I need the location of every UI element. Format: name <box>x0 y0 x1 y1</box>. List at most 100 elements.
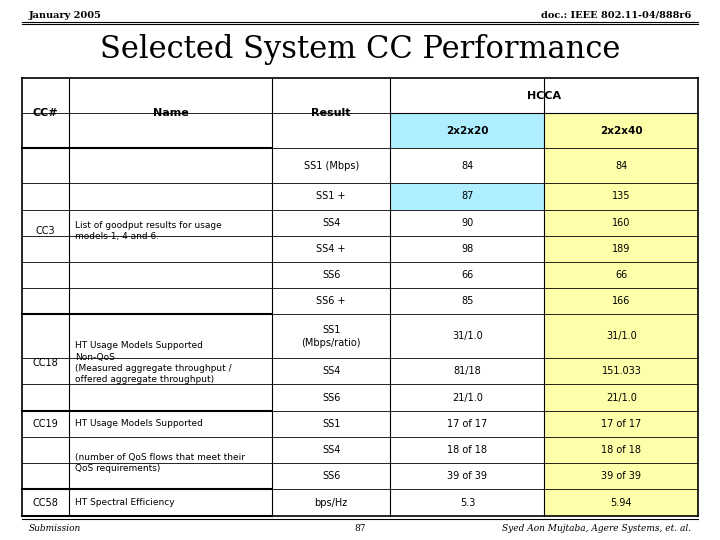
Bar <box>272 148 390 183</box>
Text: CC58: CC58 <box>32 497 58 508</box>
Bar <box>390 411 544 437</box>
Bar <box>272 463 390 489</box>
Bar <box>390 384 544 411</box>
Bar <box>272 489 390 516</box>
Text: 66: 66 <box>616 270 628 280</box>
Bar <box>390 236 544 262</box>
Text: 21/1.0: 21/1.0 <box>606 393 637 403</box>
Text: 166: 166 <box>612 296 631 306</box>
Bar <box>272 411 390 437</box>
Text: SS1 +: SS1 + <box>317 191 346 201</box>
Text: SS6: SS6 <box>322 393 341 403</box>
Text: 31/1.0: 31/1.0 <box>452 332 483 341</box>
Bar <box>272 183 390 210</box>
Bar <box>390 113 544 148</box>
Text: HCCA: HCCA <box>527 91 562 101</box>
Bar <box>272 384 390 411</box>
Text: HT Usage Models Supported: HT Usage Models Supported <box>75 420 202 428</box>
Text: 17 of 17: 17 of 17 <box>447 419 487 429</box>
Bar <box>22 314 69 411</box>
Text: (number of QoS flows that meet their
QoS requirements): (number of QoS flows that meet their QoS… <box>75 453 245 473</box>
Text: Name: Name <box>153 109 189 118</box>
Bar <box>544 489 698 516</box>
Text: SS4 +: SS4 + <box>317 244 346 254</box>
Text: SS6 +: SS6 + <box>317 296 346 306</box>
Text: 81/18: 81/18 <box>454 366 481 376</box>
Text: 87: 87 <box>462 191 474 201</box>
Text: Selected System CC Performance: Selected System CC Performance <box>100 34 620 65</box>
Text: 2x2x40: 2x2x40 <box>600 126 643 136</box>
Bar <box>390 183 544 210</box>
Bar <box>69 148 272 314</box>
Text: Syed Aon Mujtaba, Agere Systems, et. al.: Syed Aon Mujtaba, Agere Systems, et. al. <box>502 524 691 532</box>
Bar <box>272 437 390 463</box>
Bar <box>69 411 272 437</box>
Text: HT Spectral Efficiency: HT Spectral Efficiency <box>75 498 174 507</box>
Text: Submission: Submission <box>29 524 81 532</box>
Bar <box>272 210 390 236</box>
Text: 135: 135 <box>612 191 631 201</box>
Bar <box>22 411 69 437</box>
Text: SS4: SS4 <box>322 366 341 376</box>
Bar <box>390 437 544 463</box>
Bar <box>22 78 698 148</box>
Text: Result: Result <box>312 109 351 118</box>
Text: 66: 66 <box>462 270 474 280</box>
Text: 39 of 39: 39 of 39 <box>447 471 487 481</box>
Bar <box>544 437 698 463</box>
Text: SS1 (Mbps): SS1 (Mbps) <box>304 161 359 171</box>
Text: 84: 84 <box>616 161 628 171</box>
Bar <box>544 411 698 437</box>
Bar <box>272 262 390 288</box>
Bar <box>544 358 698 384</box>
Text: 189: 189 <box>612 244 631 254</box>
Text: bps/Hz: bps/Hz <box>315 497 348 508</box>
Text: SS4: SS4 <box>322 445 341 455</box>
Text: CC#: CC# <box>32 109 58 118</box>
Bar <box>544 463 698 489</box>
Text: 18 of 18: 18 of 18 <box>601 445 642 455</box>
Text: 151.033: 151.033 <box>601 366 642 376</box>
Bar <box>390 463 544 489</box>
Text: 17 of 17: 17 of 17 <box>601 419 642 429</box>
Text: 21/1.0: 21/1.0 <box>452 393 483 403</box>
Text: CC3: CC3 <box>35 226 55 237</box>
Bar <box>272 358 390 384</box>
Text: 31/1.0: 31/1.0 <box>606 332 636 341</box>
Text: 2x2x20: 2x2x20 <box>446 126 489 136</box>
Bar <box>544 236 698 262</box>
Bar <box>272 236 390 262</box>
Bar <box>272 288 390 314</box>
Text: 5.3: 5.3 <box>460 497 475 508</box>
Bar <box>544 314 698 358</box>
Bar <box>390 148 544 183</box>
Text: 84: 84 <box>462 161 474 171</box>
Text: January 2005: January 2005 <box>29 11 102 19</box>
Bar <box>69 489 272 516</box>
Text: HT Usage Models Supported
Non-QoS
(Measured aggregate throughput /
offered aggre: HT Usage Models Supported Non-QoS (Measu… <box>75 341 231 384</box>
Bar <box>544 288 698 314</box>
Text: 160: 160 <box>612 218 631 228</box>
Text: 18 of 18: 18 of 18 <box>447 445 487 455</box>
Bar <box>22 437 69 489</box>
Text: SS4: SS4 <box>322 218 341 228</box>
Bar <box>69 314 272 411</box>
Text: SS6: SS6 <box>322 270 341 280</box>
Text: SS6: SS6 <box>322 471 341 481</box>
Text: 90: 90 <box>462 218 474 228</box>
Text: 98: 98 <box>462 244 474 254</box>
Bar <box>544 183 698 210</box>
Bar <box>544 262 698 288</box>
Bar <box>390 489 544 516</box>
Bar <box>390 314 544 358</box>
Text: 87: 87 <box>354 524 366 532</box>
Text: SS1: SS1 <box>322 419 341 429</box>
Bar <box>390 358 544 384</box>
Text: 5.94: 5.94 <box>611 497 632 508</box>
Text: doc.: IEEE 802.11-04/888r6: doc.: IEEE 802.11-04/888r6 <box>541 11 691 19</box>
Bar <box>69 437 272 489</box>
Bar <box>390 210 544 236</box>
Bar <box>544 113 698 148</box>
Bar <box>390 288 544 314</box>
Bar <box>544 148 698 183</box>
